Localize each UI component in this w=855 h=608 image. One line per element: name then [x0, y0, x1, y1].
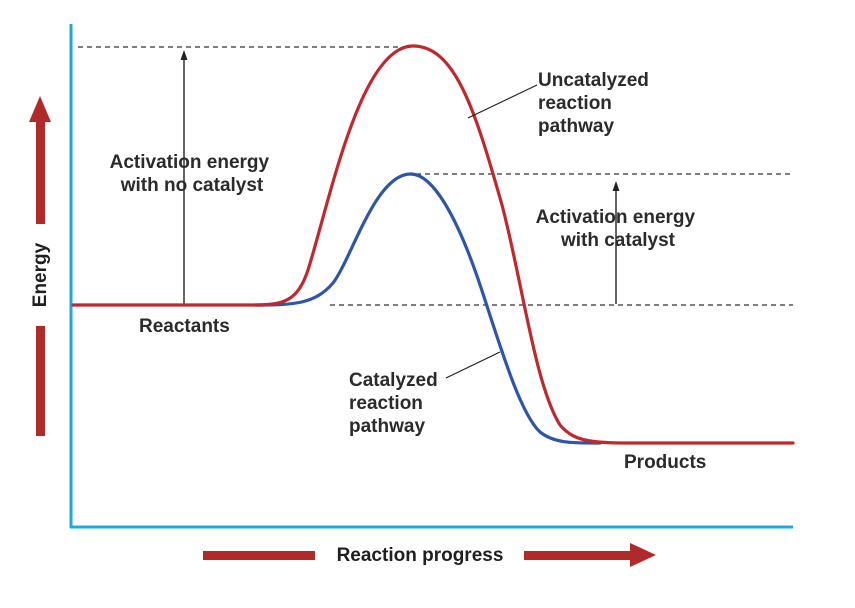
progress-arrow-shaft-left [203, 551, 315, 560]
uncatalyzed-label-line-2: reaction [538, 93, 612, 114]
y-axis-label: Energy [30, 242, 51, 307]
energy-arrow-shaft-bottom [36, 326, 45, 436]
activation-with-catalyst-line-2: with catalyst [560, 230, 676, 251]
activation-with-catalyst-line-1: Activation energy [536, 207, 696, 228]
energy-axis-arrow [29, 96, 51, 436]
catalyzed-label-line-3: pathway [349, 416, 425, 437]
progress-arrow-head [630, 543, 656, 567]
x-axis-label: Reaction progress [337, 545, 504, 566]
uncatalyzed-leader-line [467, 84, 538, 119]
catalyzed-leader-line [445, 351, 501, 379]
catalyzed-label: Catalyzed reaction pathway [349, 370, 443, 437]
uncatalyzed-label-line-3: pathway [538, 116, 614, 137]
progress-axis-arrow [203, 543, 656, 567]
catalyzed-label-line-1: Catalyzed [349, 370, 438, 391]
activation-with-catalyst-label: Activation energy with catalyst [536, 207, 701, 251]
uncatalyzed-label-line-1: Uncatalyzed [538, 70, 649, 91]
catalyzed-label-line-2: reaction [349, 393, 423, 414]
activation-no-catalyst-line-1: Activation energy [110, 152, 270, 173]
energy-arrow-head [29, 96, 51, 122]
activation-no-catalyst-arrow-head [180, 50, 188, 60]
products-label: Products [624, 452, 706, 473]
progress-arrow-shaft-right [524, 551, 632, 560]
uncatalyzed-curve [71, 44, 795, 445]
uncatalyzed-label: Uncatalyzed reaction pathway [538, 70, 654, 137]
reactants-label: Reactants [139, 316, 230, 337]
activation-no-catalyst-line-2: with no catalyst [120, 175, 264, 196]
activation-with-catalyst-arrow-head [612, 181, 620, 191]
catalyzed-curve [253, 172, 602, 445]
activation-no-catalyst-label: Activation energy with no catalyst [110, 152, 275, 196]
energy-arrow-shaft-top [36, 120, 45, 224]
